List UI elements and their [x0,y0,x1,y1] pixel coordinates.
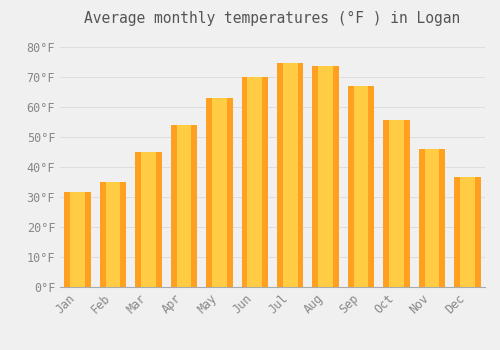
Bar [454,177,480,287]
Bar [418,149,445,287]
Bar [206,98,233,287]
Title: Average monthly temperatures (°F ) in Logan: Average monthly temperatures (°F ) in Lo… [84,11,460,26]
Bar [170,125,197,287]
Bar [136,152,162,287]
Bar [348,86,374,287]
Bar [212,98,226,287]
Bar [248,77,262,287]
Bar [242,77,268,287]
Bar [283,63,298,287]
Bar [354,86,368,287]
Bar [176,125,192,287]
Bar [141,152,156,287]
Bar [383,120,409,287]
Bar [106,182,120,287]
Bar [424,149,439,287]
Bar [318,66,333,287]
Bar [277,63,303,287]
Bar [100,182,126,287]
Bar [64,192,91,287]
Bar [312,66,339,287]
Bar [460,177,474,287]
Bar [70,192,85,287]
Bar [389,120,404,287]
